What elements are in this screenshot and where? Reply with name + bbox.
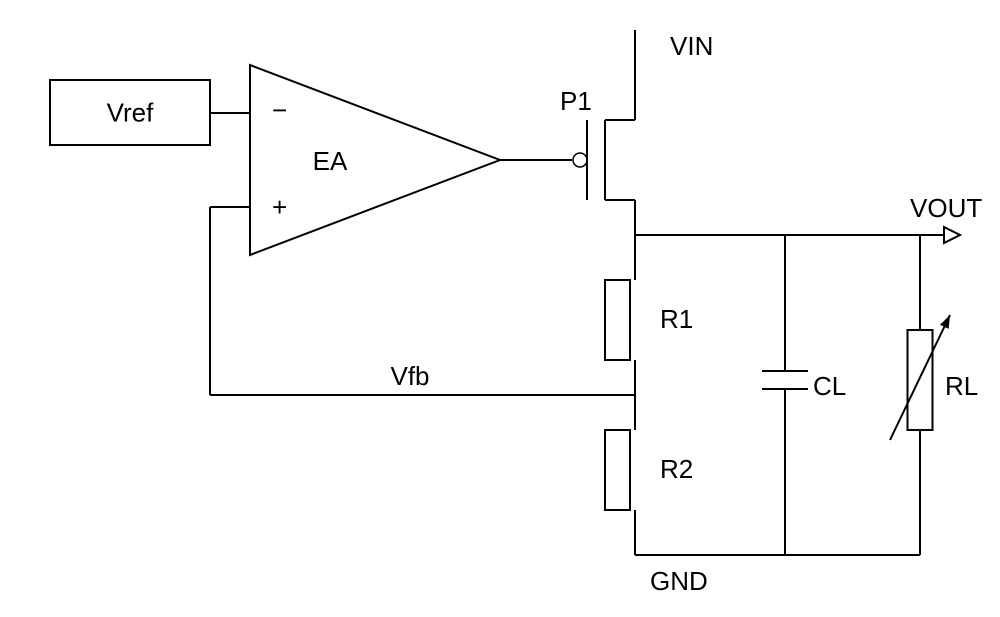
- vout-label: VOUT: [910, 193, 982, 223]
- cl-label: CL: [813, 371, 846, 401]
- r2-label: R2: [660, 454, 693, 484]
- rl-label: RL: [945, 371, 978, 401]
- resistor-r1: [605, 280, 630, 360]
- load-resistor: [908, 330, 933, 430]
- plus-label: +: [272, 192, 287, 222]
- ldo-schematic: Vref EA− + VIN P1 VOUT R1 Vfb R2 CL RL GND: [0, 0, 1000, 617]
- minus-label: −: [272, 95, 287, 125]
- vref-label: Vref: [107, 98, 154, 128]
- ea-label: EA: [313, 146, 348, 176]
- p1-label: P1: [560, 86, 592, 116]
- gnd-label: GND: [650, 566, 708, 596]
- error-amp: [250, 65, 500, 255]
- resistor-r2: [605, 430, 630, 510]
- vfb-label: Vfb: [390, 361, 429, 391]
- vin-label: VIN: [670, 31, 713, 61]
- r1-label: R1: [660, 304, 693, 334]
